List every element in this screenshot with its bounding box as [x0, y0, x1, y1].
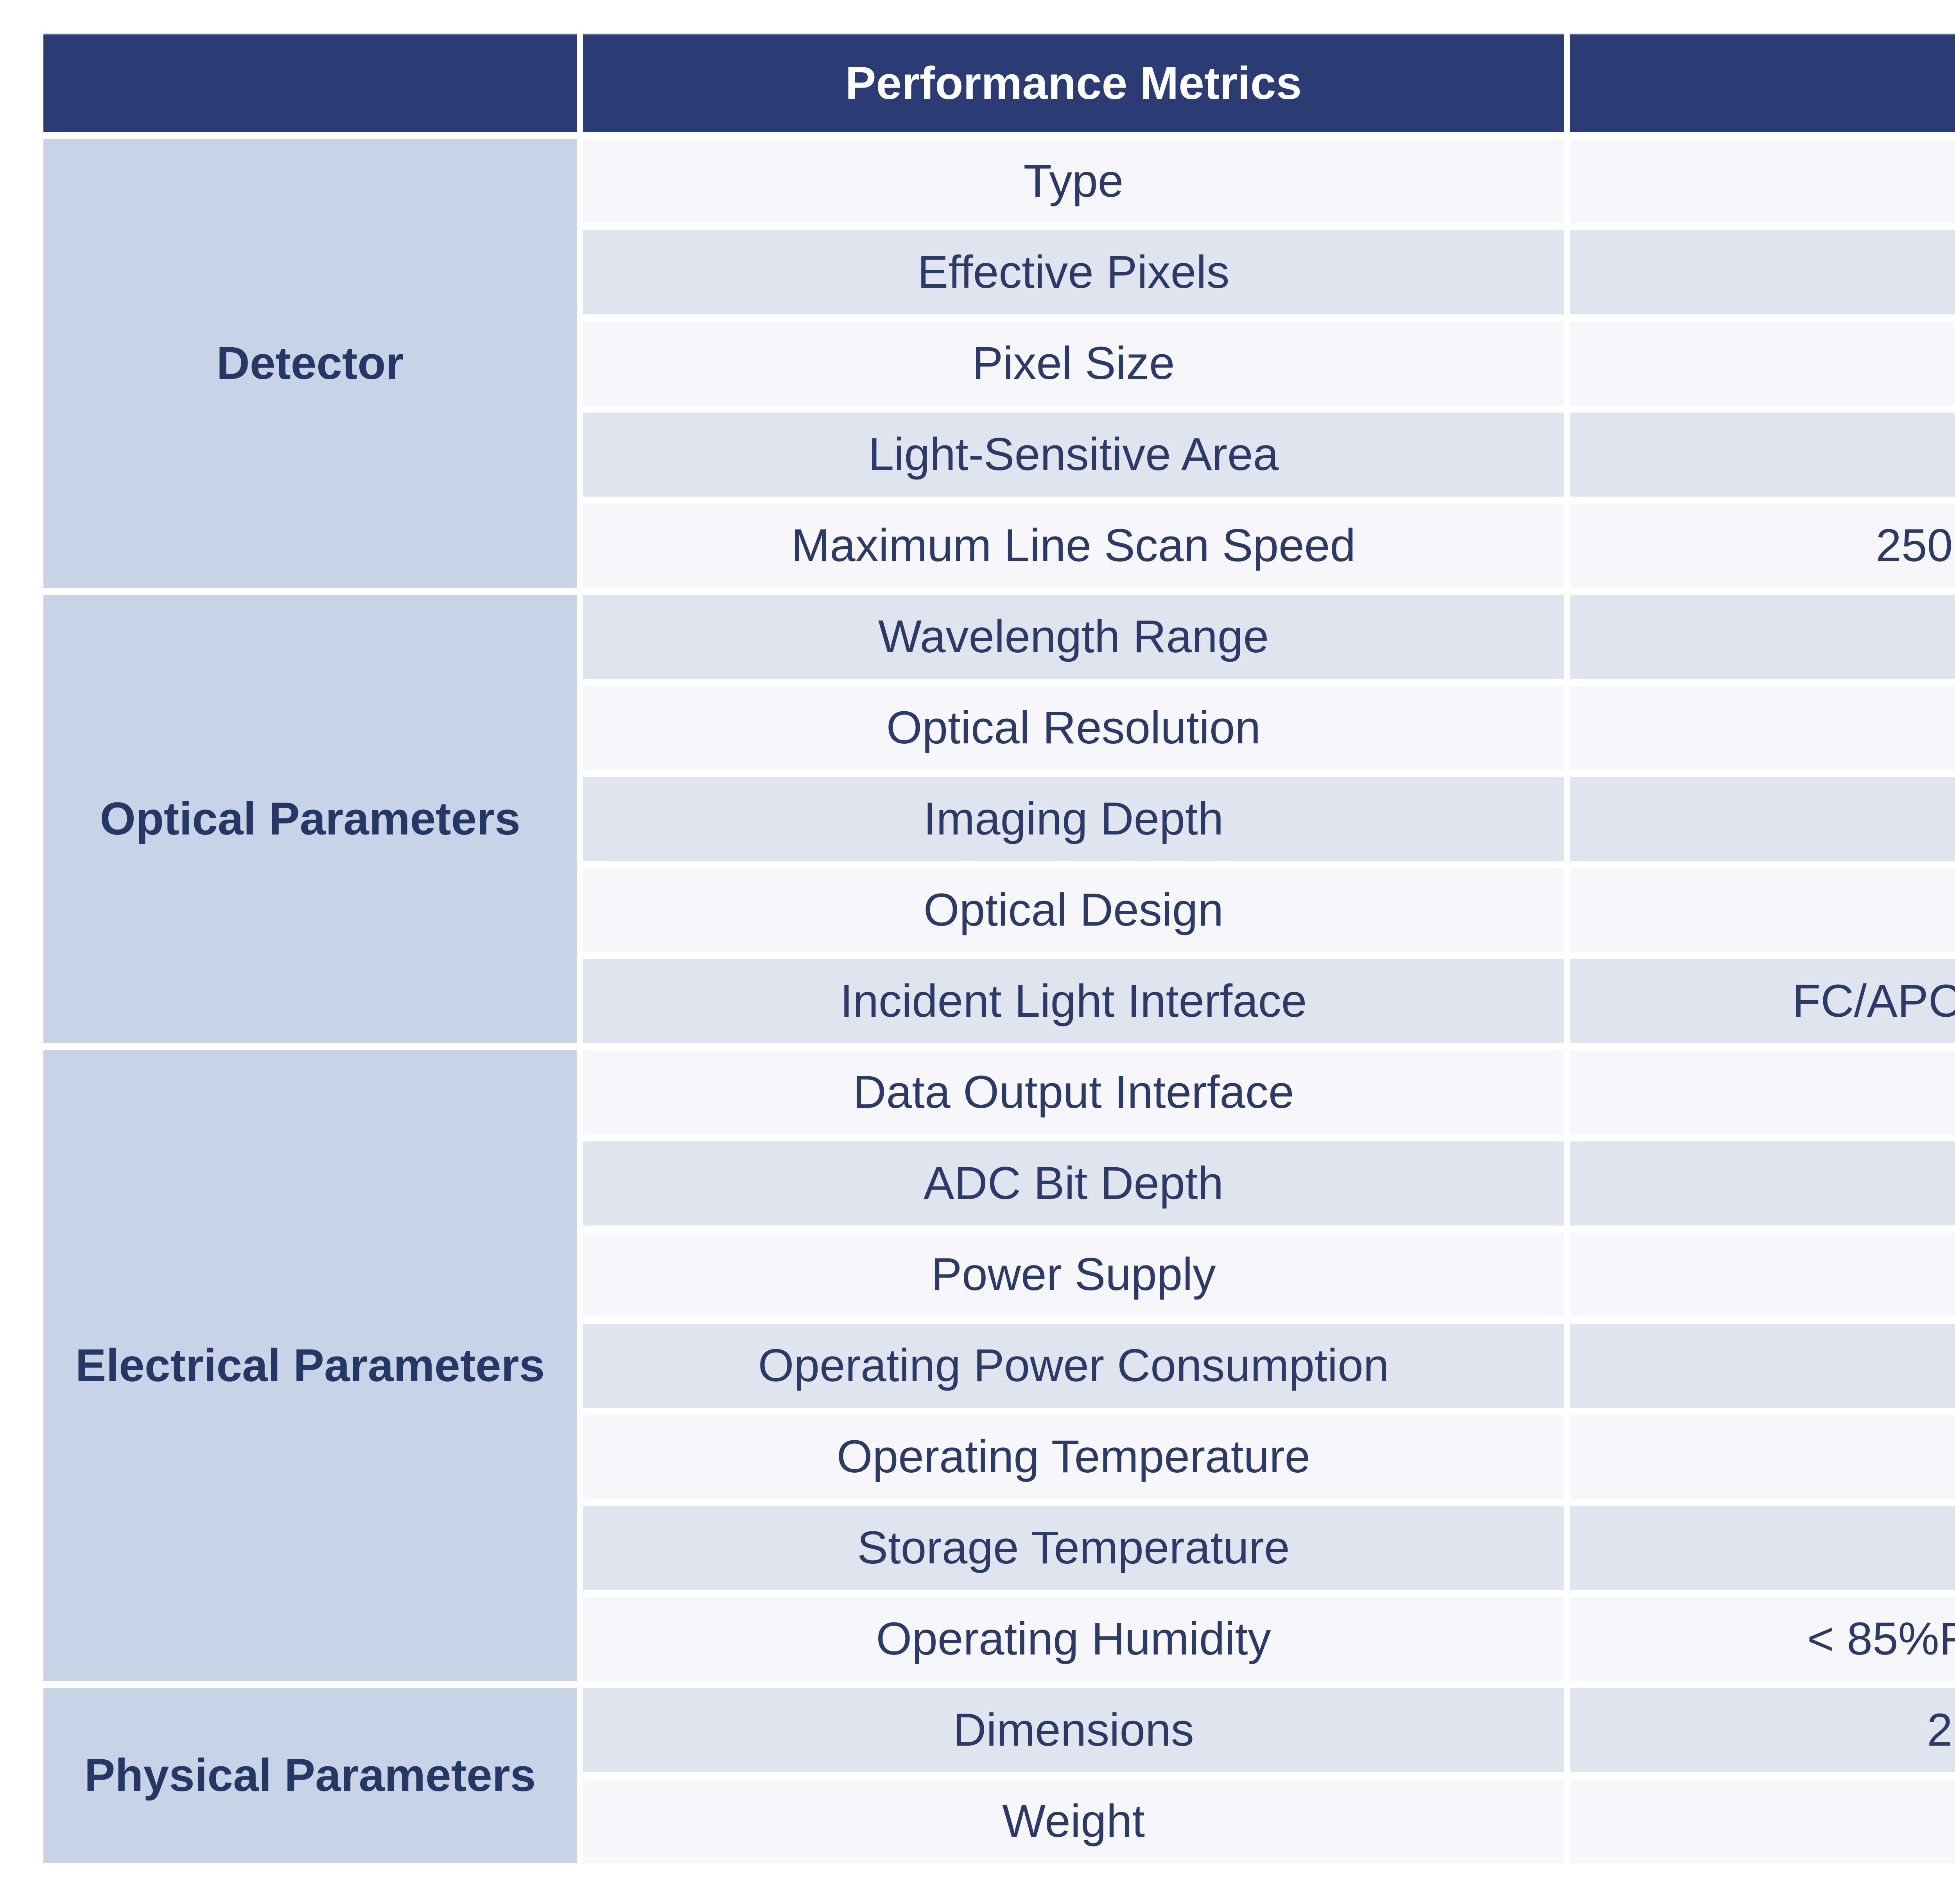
metric-cell-wavelength-range: Wavelength Range	[583, 595, 1564, 679]
metric-cell-optical-design: Optical Design	[583, 868, 1564, 952]
param-cell-optical-design: VPH Grating	[1570, 868, 1955, 952]
metric-cell-adc-bit-depth: ADC Bit Depth	[583, 1141, 1564, 1226]
param-cell-weight: 2kg	[1570, 1779, 1955, 1863]
metric-cell-maximum-line-scan-speed: Maximum Line Scan Speed	[583, 504, 1564, 588]
metric-cell-weight: Weight	[583, 1779, 1564, 1863]
group-cell-detector: Detector	[43, 139, 577, 588]
spec-table: Performance Metrics Parameters DetectorT…	[43, 34, 1955, 1863]
metric-cell-optical-resolution: Optical Resolution	[583, 686, 1564, 770]
param-cell-data-output-interface: Camera Link	[1570, 1050, 1955, 1134]
metric-cell-pixel-size: Pixel Size	[583, 321, 1564, 406]
header-performance-metrics: Performance Metrics	[583, 34, 1564, 132]
metric-cell-imaging-depth: Imaging Depth	[583, 777, 1564, 861]
param-cell-optical-resolution: 0.02nm	[1570, 686, 1955, 770]
param-cell-wavelength-range: 820-860	[1570, 595, 1955, 679]
metric-cell-type: Type	[583, 139, 1564, 223]
metric-cell-incident-light-interface: Incident Light Interface	[583, 959, 1564, 1043]
param-cell-pixel-size: 10*200μm	[1570, 321, 1955, 406]
param-cell-light-sensitive-area: 20.4*0.2mm	[1570, 413, 1955, 497]
param-cell-operating-temperature: 0°C~50°C	[1570, 1415, 1955, 1499]
param-cell-effective-pixels: 2048pixels	[1570, 230, 1955, 314]
header-corner-cell	[43, 34, 577, 132]
metric-cell-power-supply: Power Supply	[583, 1233, 1564, 1317]
header-parameters: Parameters	[1570, 34, 1955, 132]
param-cell-imaging-depth: 8mm	[1570, 777, 1955, 861]
group-cell-physical-parameters: Physical Parameters	[43, 1688, 577, 1863]
param-cell-storage-temperature: -20°C~60°C	[1570, 1506, 1955, 1590]
param-cell-adc-bit-depth: 10/12bit	[1570, 1141, 1955, 1226]
metric-cell-effective-pixels: Effective Pixels	[583, 230, 1564, 314]
param-cell-incident-light-interface: FC/APC Fiber Optic Interface	[1570, 959, 1955, 1043]
param-cell-operating-humidity: < 85%RH (non-condensing)	[1570, 1597, 1955, 1681]
metric-cell-operating-humidity: Operating Humidity	[583, 1597, 1564, 1681]
param-cell-type: Linear CMOS	[1570, 139, 1955, 223]
param-cell-power-supply: DC 10 to 15V	[1570, 1233, 1955, 1317]
metric-cell-operating-power-consumption: Operating Power Consumption	[583, 1324, 1564, 1408]
metric-cell-dimensions: Dimensions	[583, 1688, 1564, 1772]
param-cell-maximum-line-scan-speed: 250kHz (Cameralink)	[1570, 504, 1955, 588]
metric-cell-light-sensitive-area: Light-Sensitive Area	[583, 413, 1564, 497]
group-cell-optical-parameters: Optical Parameters	[43, 595, 577, 1043]
param-cell-operating-power-consumption: < 3W	[1570, 1324, 1955, 1408]
group-cell-electrical-parameters: Electrical Parameters	[43, 1050, 577, 1681]
metric-cell-storage-temperature: Storage Temperature	[583, 1506, 1564, 1590]
param-cell-dimensions: 275*80*60.5mm	[1570, 1688, 1955, 1772]
metric-cell-operating-temperature: Operating Temperature	[583, 1415, 1564, 1499]
metric-cell-data-output-interface: Data Output Interface	[583, 1050, 1564, 1134]
